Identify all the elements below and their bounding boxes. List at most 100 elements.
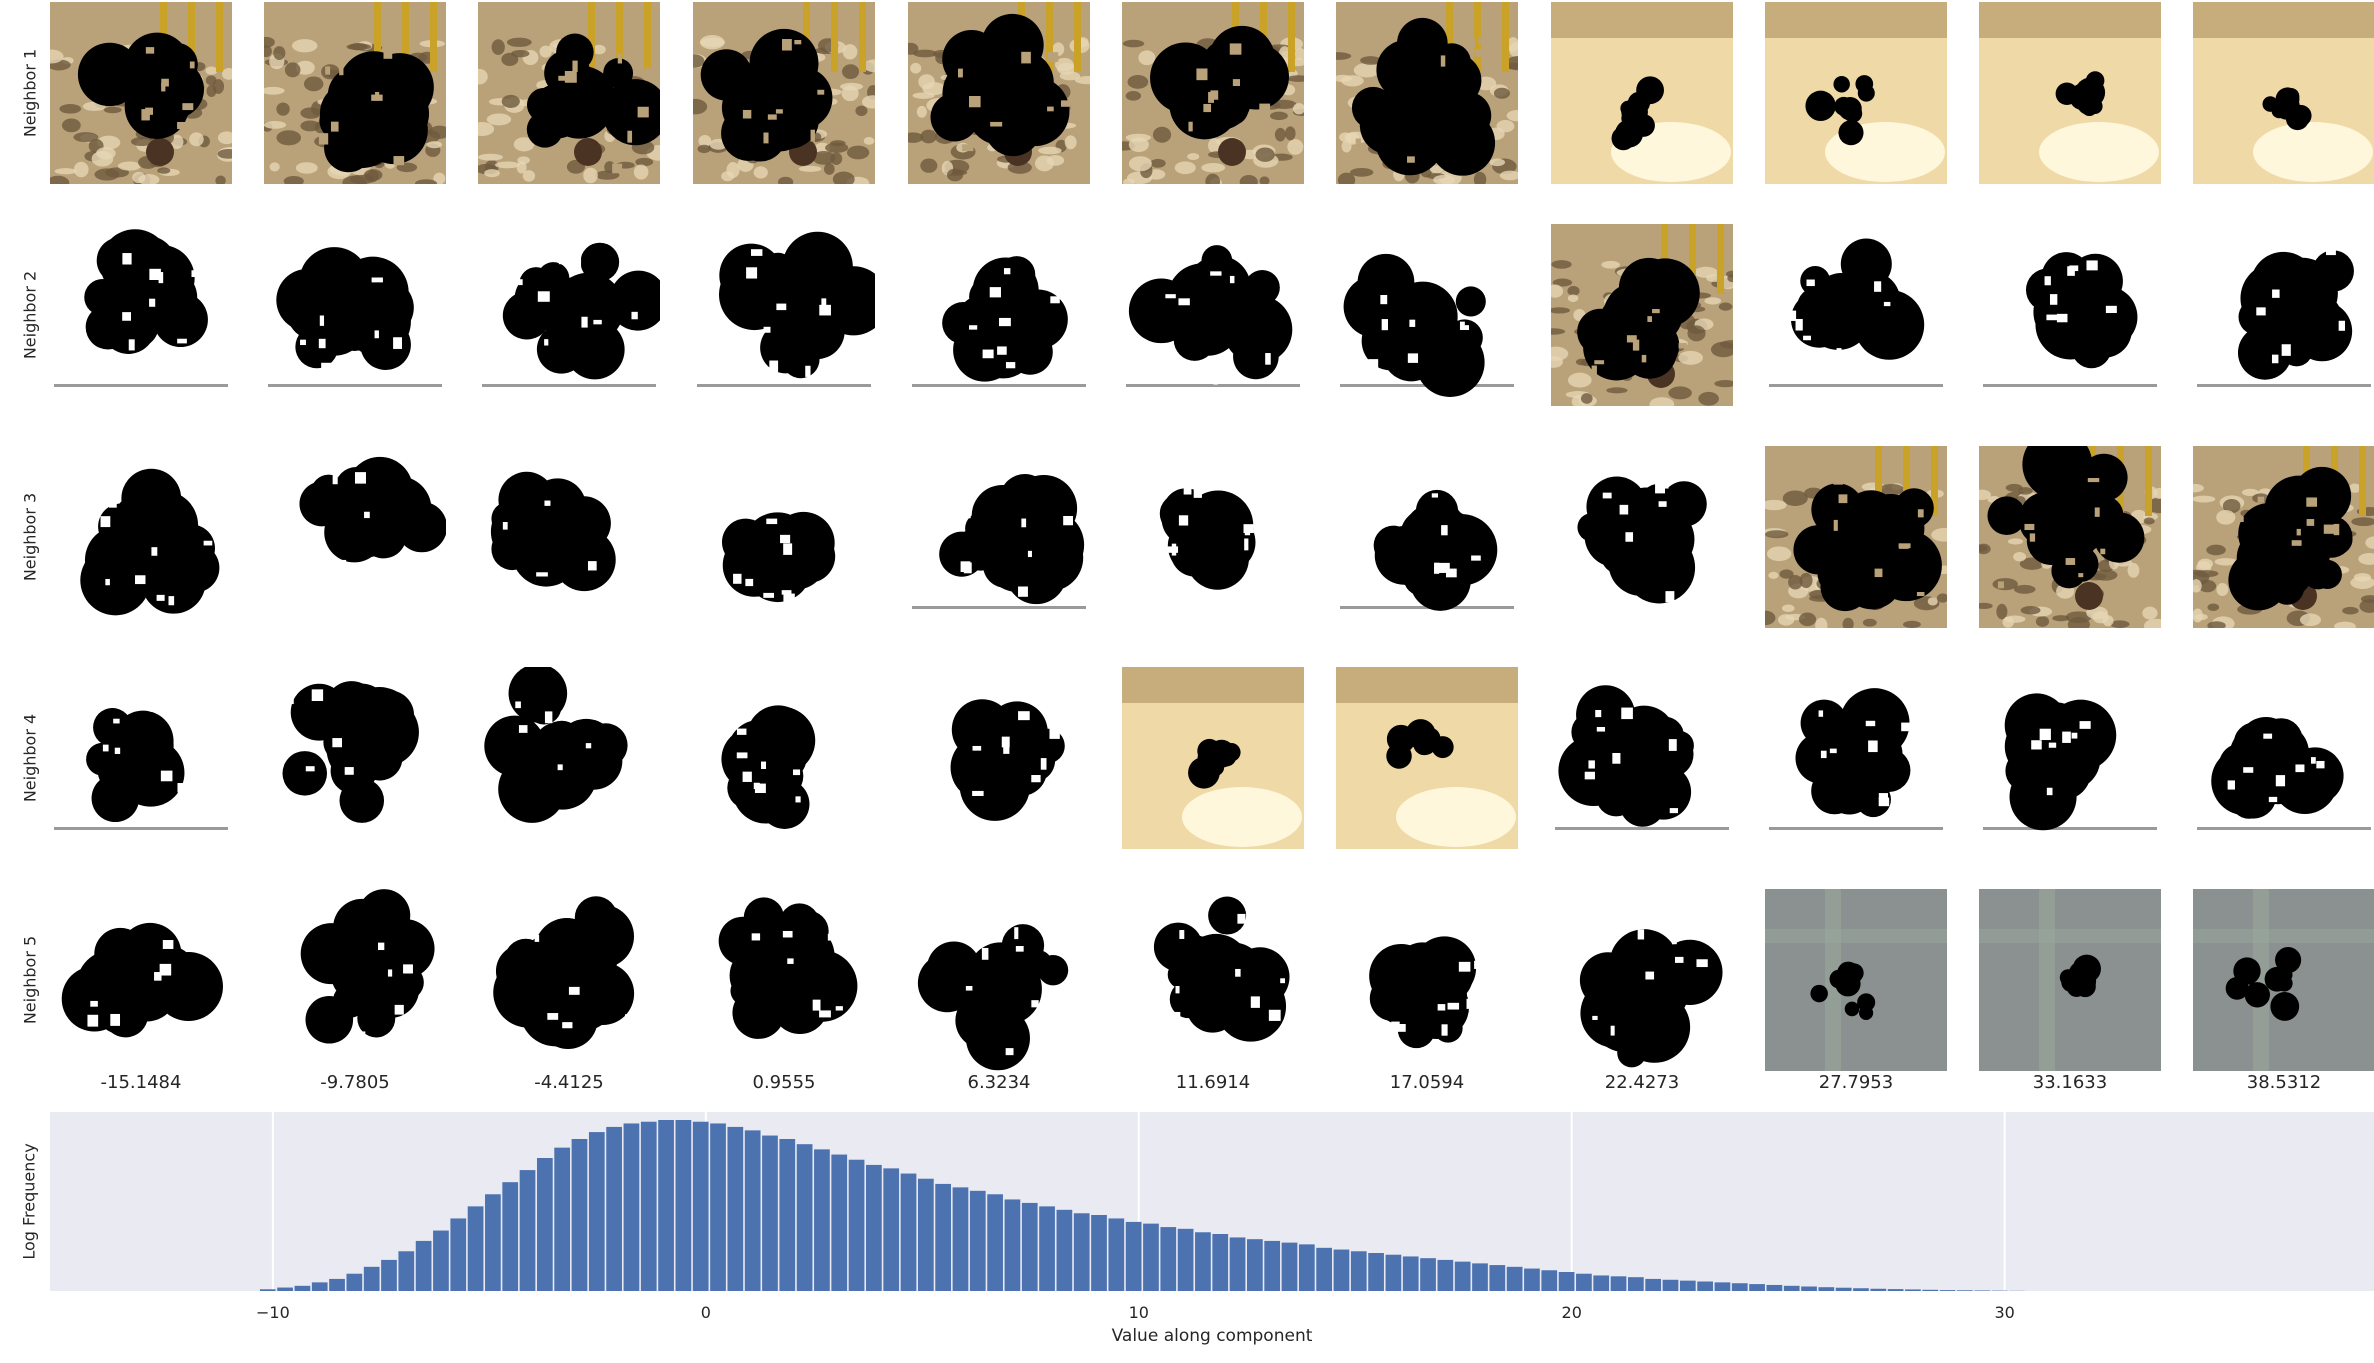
histogram-bar [311,1282,328,1291]
histogram-bar [623,1123,640,1291]
histogram-bar [1350,1251,1367,1291]
histogram-bar [727,1126,744,1291]
histogram-bar [796,1144,813,1291]
histogram-bar [1143,1223,1159,1291]
histogram-bar [1264,1240,1281,1291]
histogram-bar [935,1183,952,1291]
histogram-bar [1385,1254,1402,1291]
x-tick-label: 0 [701,1303,711,1322]
neighbor-image-tile [908,446,1090,628]
column-value-label: 27.7953 [1818,1072,1894,1093]
histogram-bar [779,1139,796,1291]
histogram-bar [519,1170,536,1291]
histogram-bar [762,1135,778,1291]
neighbor-image-tile [1551,446,1733,628]
histogram-bar [467,1206,484,1291]
neighbor-image-tile [2193,2,2374,184]
x-tick-label: 30 [1994,1303,2014,1322]
histogram-bar [1368,1253,1384,1291]
histogram-bar [398,1251,415,1291]
histogram-bar [415,1240,432,1291]
neighbor-image-tile [908,889,1090,1071]
neighbor-image-tile [478,446,660,628]
histogram-bar [1922,1289,1939,1291]
neighbor-image-tile [908,667,1090,849]
neighbor-image-tile [1551,224,1733,406]
histogram-bar [1247,1239,1263,1291]
neighbor-image-tile [1336,446,1518,628]
histogram-bar [1731,1283,1748,1291]
histogram-bar [1939,1290,1956,1291]
histogram-bar [1541,1270,1558,1291]
histogram-bar [1766,1284,1783,1291]
neighbor-image-tile [50,446,232,628]
neighbor-image-tile [1551,2,1733,184]
column-value-label: -9.7805 [320,1072,390,1093]
neighbor-image-tile [693,667,875,849]
histogram-bar [1177,1228,1194,1291]
neighbor-image-tile [693,224,875,406]
column-value-label: 38.5312 [2246,1072,2322,1093]
neighbor-image-tile [1122,446,1304,628]
neighbor-image-tile [478,224,660,406]
neighbor-image-tile [1765,667,1947,849]
histogram-bar [571,1139,588,1291]
histogram-bar [1039,1206,1055,1291]
histogram-bar [1004,1199,1021,1291]
histogram-bar [433,1230,449,1291]
histogram-bar [1108,1218,1125,1291]
histogram-bar [814,1149,830,1291]
neighbor-image-tile [264,667,446,849]
x-tick-label: 20 [1562,1303,1582,1322]
histogram-bar [1697,1281,1713,1291]
histogram-bar [1454,1261,1471,1291]
histogram-bar [1195,1232,1211,1291]
neighbor-image-tile [693,889,875,1071]
histogram-bar [1679,1280,1696,1291]
histogram-bar [1021,1202,1038,1291]
column-value-label: 17.0594 [1389,1072,1465,1093]
histogram-bar [917,1178,934,1291]
histogram-bar [1957,1290,1973,1291]
neighbor-image-tile [478,2,660,184]
histogram-bar [450,1218,467,1291]
neighbor-image-tile [264,446,446,628]
neighbor-image-tile [1551,667,1733,849]
histogram-bar [710,1123,726,1291]
column-value-label: -15.1484 [100,1072,182,1093]
histogram-bar [329,1278,345,1291]
histogram-bar [1905,1289,1921,1291]
neighbor-image-tile [1765,446,1947,628]
histogram-bar [883,1168,900,1291]
neighbor-image-tile [1979,2,2161,184]
neighbor-image-tile [264,224,446,406]
neighbor-image-tile [1765,889,1947,1071]
histogram-bar [1333,1249,1350,1291]
histogram-bar [675,1120,692,1291]
histogram-bar [831,1154,848,1291]
y-axis-label: Log Frequency [20,1143,39,1259]
neighbor-image-tile [1122,2,1304,184]
column-value-label: 33.1633 [2032,1072,2108,1093]
histogram-bar [381,1259,397,1291]
histogram-bar [1749,1284,1765,1291]
histogram-bar [1853,1288,1869,1291]
column-value-label: -4.4125 [534,1072,604,1093]
neighbor-image-tile [1122,889,1304,1071]
histogram-bar [1125,1221,1142,1291]
histogram-bar [1489,1265,1506,1291]
histogram-bar [969,1190,986,1291]
neighbor-image-tile [1979,224,2161,406]
column-value-label: 11.6914 [1175,1072,1251,1093]
histogram-bar [952,1187,969,1291]
histogram-bar [1420,1258,1436,1291]
histogram-bar [1281,1242,1298,1291]
histogram-bar [1593,1275,1610,1291]
histogram-bar [1437,1259,1454,1291]
histogram-bar [606,1126,622,1291]
histogram-bar [588,1132,605,1291]
histogram-bar [987,1194,1003,1291]
neighbor-image-tile [1122,224,1304,406]
